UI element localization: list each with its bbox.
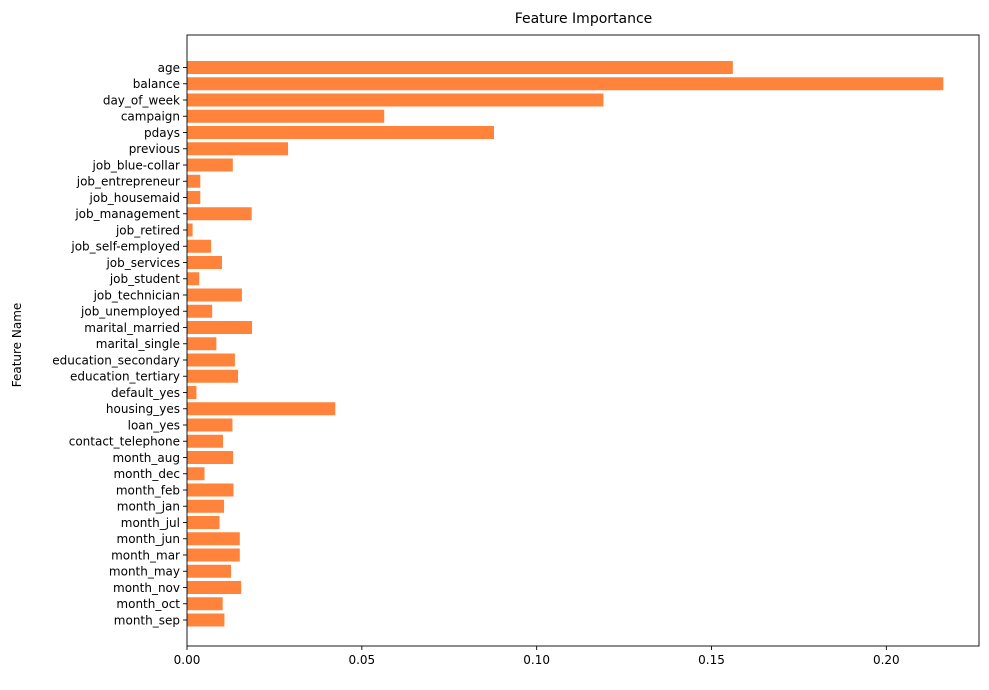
bar-default_yes bbox=[187, 386, 197, 399]
y-tick-label: day_of_week bbox=[103, 93, 180, 107]
bar-job_services bbox=[187, 256, 222, 269]
bars-group bbox=[187, 61, 944, 627]
bar-job_technician bbox=[187, 288, 242, 302]
y-tick-label: previous bbox=[129, 142, 180, 156]
y-tick-label: month_jul bbox=[121, 516, 180, 530]
bar-job_student bbox=[187, 272, 200, 286]
y-tick-label: month_feb bbox=[116, 483, 180, 497]
x-tick-label: 0.05 bbox=[348, 653, 375, 667]
y-tick-label: job_technician bbox=[93, 288, 180, 302]
bar-month_jun bbox=[187, 532, 240, 546]
y-tick-label: pdays bbox=[144, 126, 180, 140]
y-tick-label: contact_telephone bbox=[69, 435, 180, 449]
bar-job_management bbox=[187, 207, 252, 221]
bar-job_self-employed bbox=[187, 239, 212, 253]
bar-month_dec bbox=[187, 467, 205, 481]
y-tick-label: job_self-employed bbox=[70, 240, 180, 254]
bar-month_jul bbox=[187, 516, 220, 529]
bar-month_mar bbox=[187, 548, 240, 562]
y-tick-label: month_aug bbox=[112, 451, 180, 465]
y-tick-label: education_tertiary bbox=[70, 370, 180, 384]
y-tick-label: job_blue-collar bbox=[92, 158, 181, 172]
x-tick-label: 0.00 bbox=[174, 653, 201, 667]
y-tick-label: job_management bbox=[74, 207, 180, 221]
y-tick-label: job_entrepreneur bbox=[76, 175, 180, 189]
bar-job_blue-collar bbox=[187, 158, 233, 172]
bar-job_entrepreneur bbox=[187, 174, 201, 188]
chart-title: Feature Importance bbox=[515, 11, 653, 27]
y-tick-label: job_unemployed bbox=[80, 305, 180, 319]
bar-month_oct bbox=[187, 597, 223, 611]
bar-marital_single bbox=[187, 337, 217, 351]
x-tick-label: 0.15 bbox=[698, 653, 725, 667]
y-tick-label: job_housemaid bbox=[89, 191, 180, 205]
bar-balance bbox=[187, 77, 944, 91]
bar-month_aug bbox=[187, 451, 234, 464]
bar-pdays bbox=[187, 126, 495, 139]
x-tick-label: 0.20 bbox=[873, 653, 900, 667]
bar-job_unemployed bbox=[187, 304, 213, 318]
bar-month_nov bbox=[187, 581, 242, 594]
bar-loan_yes bbox=[187, 418, 233, 432]
bar-day_of_week bbox=[187, 93, 604, 107]
y-axis-label: Feature Name bbox=[10, 303, 24, 388]
bar-month_feb bbox=[187, 483, 234, 497]
bar-previous bbox=[187, 142, 289, 156]
y-tick-label: month_oct bbox=[116, 597, 180, 611]
y-tick-label: month_jan bbox=[117, 500, 180, 514]
bar-job_retired bbox=[187, 223, 193, 237]
y-tick-label: balance bbox=[133, 77, 180, 91]
plot-frame bbox=[186, 34, 980, 647]
x-tick-label: 0.10 bbox=[523, 653, 550, 667]
y-tick-label: month_jun bbox=[117, 532, 181, 546]
y-tick-label: marital_single bbox=[96, 337, 180, 351]
bar-month_may bbox=[187, 564, 232, 578]
y-tick-label: job_services bbox=[105, 256, 180, 270]
bar-contact_telephone bbox=[187, 434, 224, 448]
y-tick-label: job_retired bbox=[115, 223, 180, 237]
y-tick-label: month_dec bbox=[113, 467, 180, 481]
y-tick-label: default_yes bbox=[111, 386, 180, 400]
bar-job_housemaid bbox=[187, 191, 201, 204]
bar-marital_married bbox=[187, 321, 253, 334]
y-tick-label: month_nov bbox=[113, 581, 180, 595]
bar-education_secondary bbox=[187, 353, 235, 367]
y-tick-label: housing_yes bbox=[106, 402, 180, 416]
bar-campaign bbox=[187, 109, 385, 123]
y-tick-label: month_sep bbox=[114, 613, 180, 627]
bar-month_jan bbox=[187, 499, 225, 513]
x-axis-ticks: 0.00 0.05 0.10 0.15 0.20 bbox=[174, 646, 900, 667]
y-tick-label: month_may bbox=[109, 565, 180, 579]
y-tick-label: month_mar bbox=[111, 548, 180, 562]
y-tick-label: education_secondary bbox=[52, 353, 180, 367]
y-tick-label: age bbox=[158, 61, 180, 75]
y-tick-label: loan_yes bbox=[128, 418, 180, 432]
y-tick-label: marital_married bbox=[84, 321, 180, 335]
bar-month_sep bbox=[187, 613, 225, 627]
y-axis-ticks: age balance day_of_week campaign pdays previo… bbox=[52, 61, 187, 627]
y-tick-label: job_student bbox=[109, 272, 180, 286]
bar-housing_yes bbox=[187, 402, 336, 416]
bar-age bbox=[187, 61, 733, 74]
bar-education_tertiary bbox=[187, 369, 239, 383]
y-tick-label: campaign bbox=[121, 110, 180, 124]
